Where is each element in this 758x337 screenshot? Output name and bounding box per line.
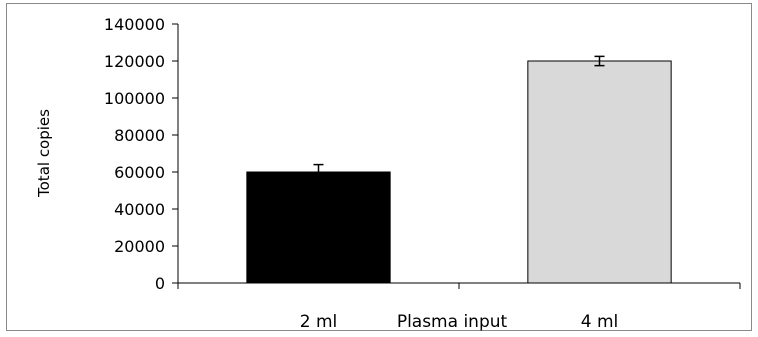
- bars: [246, 60, 672, 284]
- y-tick-label: 100000: [104, 89, 165, 108]
- y-tick-label: 80000: [114, 126, 165, 145]
- y-tick-label: 60000: [114, 163, 165, 182]
- y-axis: 0 20000 40000 60000 80000 100000 120000 140000: [104, 15, 179, 293]
- y-tick-label: 20000: [114, 237, 165, 256]
- category-label: 4 ml: [581, 312, 619, 332]
- y-tick-label: 40000: [114, 200, 165, 219]
- x-axis: [177, 282, 741, 289]
- error-bars: [313, 55, 605, 181]
- x-axis-title: Plasma input: [397, 312, 508, 332]
- y-tick-label: 120000: [104, 52, 165, 71]
- y-tick-label: 140000: [104, 15, 165, 34]
- y-axis-title: Total copies: [35, 109, 53, 198]
- category-label: 2 ml: [300, 312, 338, 332]
- y-tick-label: 0: [155, 274, 165, 293]
- category-labels: 2 ml 4 ml: [300, 312, 619, 332]
- bar-4-ml: [527, 60, 672, 284]
- bar-2-ml: [246, 171, 391, 284]
